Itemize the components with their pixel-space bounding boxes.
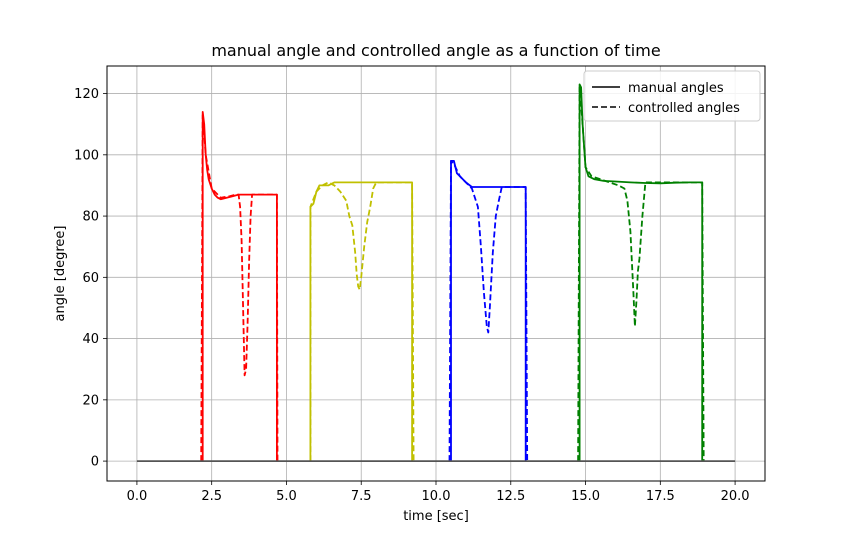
x-tick-label: 12.5 [496,489,525,504]
series-line-5-dashed [448,159,529,462]
y-tick-label: 40 [82,332,99,347]
y-tick-label: 100 [74,148,99,163]
legend-box [583,70,761,122]
legend: manual angles controlled angles [583,70,761,122]
y-tick-label: 60 [82,271,99,286]
x-tick-label: 10.0 [422,489,451,504]
x-axis-label: time [sec] [403,509,469,524]
y-tick-label: 80 [82,210,99,225]
series-line-0-solid [201,111,278,462]
x-tick-label: 0.0 [127,489,148,504]
x-tick-label: 20.0 [721,489,750,504]
x-tick-label: 5.0 [276,489,297,504]
x-tick-label: 2.5 [201,489,222,504]
series-line-1-dashed [200,114,279,462]
y-axis-label: angle [degree] [53,226,68,322]
legend-label-controlled: controlled angles [628,101,740,116]
x-tick-label: 17.5 [646,489,675,504]
series-line-4-solid [450,159,527,462]
y-tick-label: 20 [82,393,99,408]
y-tick-label: 0 [91,455,99,470]
series-line-3-dashed [309,181,415,462]
y-tick-label: 120 [74,87,99,102]
x-tick-label: 7.5 [351,489,372,504]
x-tick-label: 15.0 [571,489,600,504]
ticks-group: 0.0 2.5 5.0 7.5 10.0 12.5 15.0 17.5 20.0 0 20 40 60 8… [74,87,749,504]
series-group [136,83,736,463]
chart-title: manual angle and controlled angle as a f… [211,41,660,60]
legend-label-manual: manual angles [628,81,724,96]
series-line-7-dashed [577,86,705,462]
